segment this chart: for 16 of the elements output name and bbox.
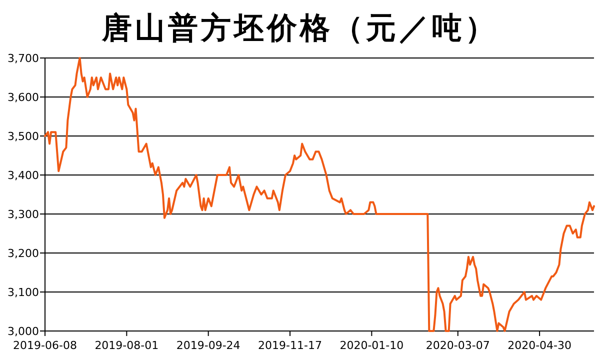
x-tick-label: 2019-08-01: [94, 339, 159, 352]
x-tick-label: 2020-03-07: [426, 339, 490, 352]
chart-title: 唐山普方坯价格（元／吨）: [101, 11, 498, 46]
y-tick-label: 3,600: [8, 91, 39, 104]
x-tick-label: 2019-11-17: [258, 339, 322, 352]
y-tick-label: 3,200: [8, 247, 39, 260]
x-tick-label: 2020-01-10: [340, 339, 404, 352]
y-tick-label: 3,000: [8, 325, 39, 338]
y-tick-label: 3,700: [8, 52, 39, 65]
y-tick-label: 3,500: [8, 130, 39, 143]
x-tick-label: 2019-06-08: [13, 339, 77, 352]
x-tick-label: 2020-04-30: [508, 339, 572, 352]
x-tick-label: 2019-09-24: [176, 339, 240, 352]
y-tick-label: 3,100: [8, 286, 39, 299]
y-tick-label: 3,300: [8, 208, 39, 221]
y-tick-label: 3,400: [8, 169, 39, 182]
